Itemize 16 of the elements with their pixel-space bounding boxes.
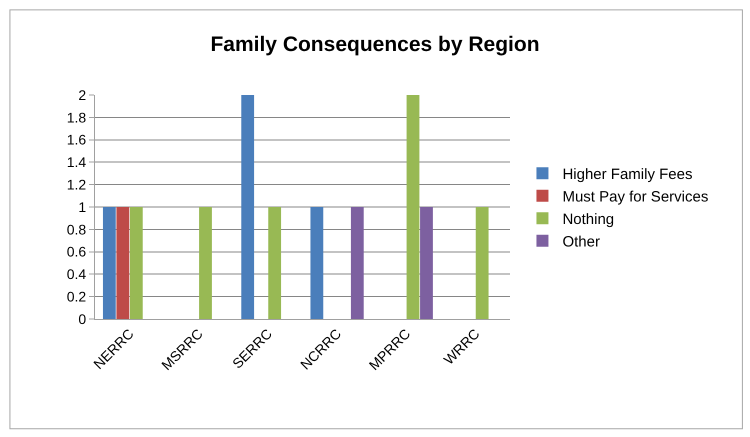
- chart-title: Family Consequences by Region: [210, 33, 540, 56]
- y-tick-label: 0.4: [66, 266, 86, 282]
- y-tick-label: 1.6: [66, 132, 86, 148]
- y-tick-label: 0: [78, 310, 86, 327]
- y-tick-label: 0.6: [66, 244, 86, 260]
- y-tick-label: 0.2: [66, 288, 86, 304]
- y-tick-label: 1: [78, 198, 86, 215]
- legend-label: Other: [562, 234, 600, 251]
- y-tick-label: 2: [78, 86, 86, 103]
- y-tick-label: 1.8: [66, 109, 86, 126]
- legend-label: Nothing: [562, 211, 614, 228]
- legend-label: Higher Family Fees: [562, 166, 692, 184]
- y-tick-label: 0.8: [66, 221, 86, 238]
- y-tick-label: 1.2: [66, 176, 86, 192]
- legend-label: Must Pay for Services: [562, 188, 708, 206]
- y-tick-label: 1.4: [66, 154, 86, 170]
